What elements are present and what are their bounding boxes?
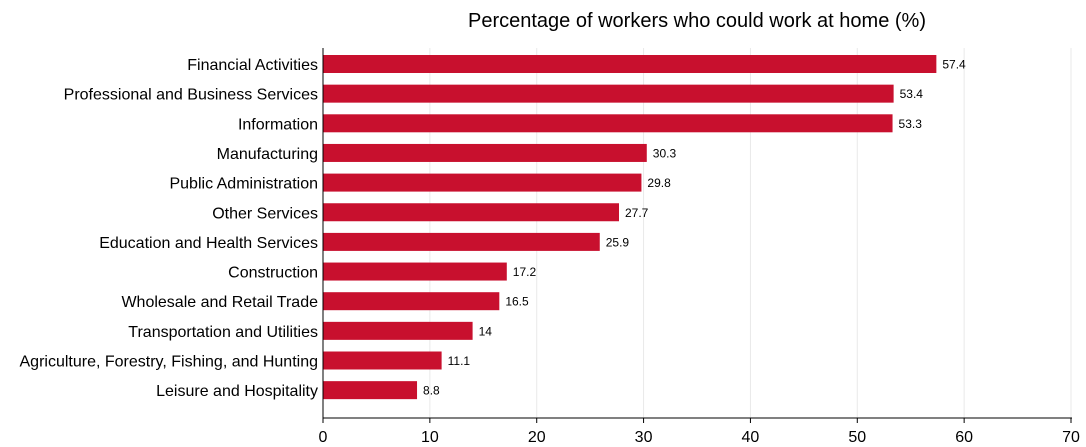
bar-value-label: 14	[479, 324, 493, 338]
category-label: Construction	[228, 265, 318, 282]
category-label: Manufacturing	[217, 146, 318, 163]
bar	[323, 381, 418, 400]
category-label: Transportation and Utilities	[128, 324, 318, 341]
category-labels: Financial Activities Professional and Bus…	[20, 57, 319, 400]
x-tick-label: 50	[848, 429, 866, 446]
x-tick-label: 30	[635, 429, 653, 446]
bar	[323, 292, 500, 311]
bar-value-label: 27.7	[625, 206, 649, 220]
bar-value-label: 57.4	[942, 58, 966, 72]
x-tick-label: 10	[421, 429, 439, 446]
x-tick-label: 0	[319, 429, 328, 446]
bar	[323, 351, 442, 370]
bar	[323, 173, 642, 192]
category-label: Public Administration	[169, 176, 318, 193]
bar	[323, 262, 507, 281]
chart-title: Percentage of workers who could work at …	[468, 10, 926, 32]
bar	[323, 321, 473, 340]
bar	[323, 232, 600, 251]
bar	[323, 114, 893, 133]
bar	[323, 143, 647, 162]
x-axis-ticks: 0 10 20 30 40 50 60 70	[319, 418, 1080, 446]
bar-value-label: 25.9	[606, 235, 630, 249]
x-tick-label: 70	[1062, 429, 1080, 446]
bar	[323, 203, 619, 222]
category-label: Professional and Business Services	[64, 87, 318, 104]
category-label: Leisure and Hospitality	[156, 383, 318, 400]
bar	[323, 84, 894, 103]
category-label: Other Services	[212, 205, 318, 222]
category-label: Agriculture, Forestry, Fishing, and Hunt…	[20, 354, 319, 371]
bar-value-label: 53.3	[899, 117, 923, 131]
category-label: Financial Activities	[187, 57, 318, 74]
x-tick-label: 40	[742, 429, 760, 446]
x-tick-label: 60	[955, 429, 973, 446]
bar-value-label: 17.2	[513, 265, 537, 279]
category-label: Wholesale and Retail Trade	[121, 294, 318, 311]
gridlines	[429, 48, 1072, 418]
bar-value-label: 29.8	[647, 176, 671, 190]
bar	[323, 55, 937, 73]
bar-value-label: 53.4	[900, 87, 924, 101]
value-labels: 57.4 53.4 53.3 30.3 29.8 27.7 25.9 17.2 16.5 14 11…	[423, 58, 966, 398]
bars	[323, 55, 937, 400]
category-label: Information	[238, 116, 318, 133]
category-label: Education and Health Services	[99, 235, 318, 252]
bar-value-label: 30.3	[653, 146, 677, 160]
x-tick-label: 20	[528, 429, 546, 446]
bar-value-label: 11.1	[448, 354, 471, 368]
bar-value-label: 8.8	[423, 384, 440, 398]
bar-value-label: 16.5	[505, 295, 529, 309]
